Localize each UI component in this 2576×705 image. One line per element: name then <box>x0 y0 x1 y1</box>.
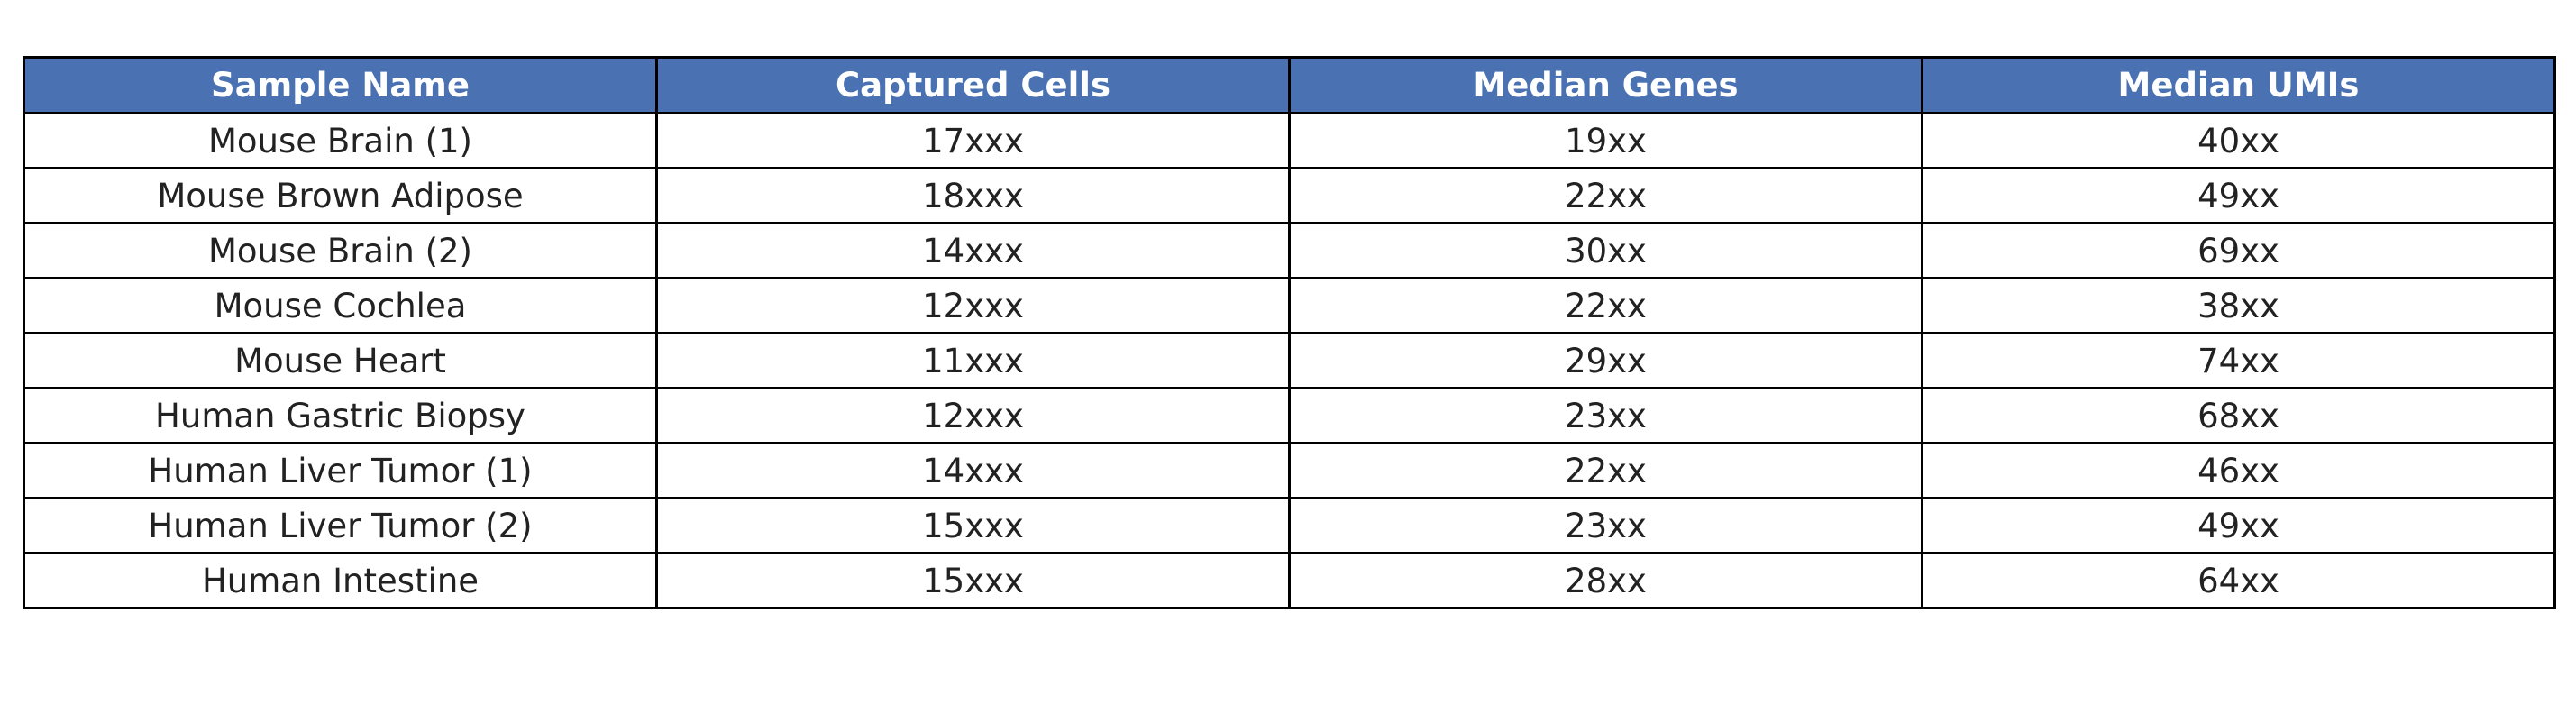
table-cell: Mouse Heart <box>23 332 658 389</box>
table-cell: 23xx <box>1288 387 1923 444</box>
table-row: Human Liver Tumor (1) 14xxx 22xx 46xx <box>23 442 2556 499</box>
table-cell: Mouse Brain (2) <box>23 222 658 279</box>
table-cell: Mouse Cochlea <box>23 277 658 334</box>
table-cell: Mouse Brown Adipose <box>23 167 658 224</box>
table-cell: 22xx <box>1288 167 1923 224</box>
table-row: Human Liver Tumor (2) 15xxx 23xx 49xx <box>23 497 2556 554</box>
table-cell: Human Gastric Biopsy <box>23 387 658 444</box>
header-cell: Sample Name <box>23 56 658 114</box>
table-cell: 69xx <box>1921 222 2556 279</box>
table-cell: 40xx <box>1921 112 2556 169</box>
table-cell: 68xx <box>1921 387 2556 444</box>
data-table: Sample Name Captured Cells Median Genes Med… <box>23 56 2556 609</box>
table-cell: 28xx <box>1288 552 1923 609</box>
table-cell: 14xxx <box>655 222 1291 279</box>
header-cell: Median Genes <box>1288 56 1923 114</box>
table-cell: Human Liver Tumor (1) <box>23 442 658 499</box>
table-cell: 29xx <box>1288 332 1923 389</box>
table-cell: 18xxx <box>655 167 1291 224</box>
table-cell: 22xx <box>1288 277 1923 334</box>
table-cell: 12xxx <box>655 277 1291 334</box>
header-cell: Captured Cells <box>655 56 1291 114</box>
table-row: Mouse Brain (1) 17xxx 19xx 40xx <box>23 112 2556 169</box>
table-cell: Mouse Brain (1) <box>23 112 658 169</box>
table-cell: 17xxx <box>655 112 1291 169</box>
table-cell: 11xxx <box>655 332 1291 389</box>
table-cell: 30xx <box>1288 222 1923 279</box>
table-cell: 14xxx <box>655 442 1291 499</box>
table-body: Mouse Brain (1) 17xxx 19xx 40xx Mouse Brown … <box>23 112 2556 609</box>
table-cell: 49xx <box>1921 497 2556 554</box>
table-cell: 19xx <box>1288 112 1923 169</box>
table-row: Mouse Cochlea 12xxx 22xx 38xx <box>23 277 2556 334</box>
table-cell: 64xx <box>1921 552 2556 609</box>
table-cell: 49xx <box>1921 167 2556 224</box>
table-row: Mouse Heart 11xxx 29xx 74xx <box>23 332 2556 389</box>
header-cell: Median UMIs <box>1921 56 2556 114</box>
table-cell: 74xx <box>1921 332 2556 389</box>
table-cell: 12xxx <box>655 387 1291 444</box>
table-cell: 38xx <box>1921 277 2556 334</box>
table-cell: 22xx <box>1288 442 1923 499</box>
header-row: Sample Name Captured Cells Median Genes Med… <box>23 56 2556 114</box>
table-cell: 15xxx <box>655 552 1291 609</box>
table-row: Human Gastric Biopsy 12xxx 23xx 68xx <box>23 387 2556 444</box>
table-cell: 46xx <box>1921 442 2556 499</box>
table-row: Human Intestine 15xxx 28xx 64xx <box>23 552 2556 609</box>
table-head: Sample Name Captured Cells Median Genes Med… <box>23 56 2556 114</box>
table-cell: Human Intestine <box>23 552 658 609</box>
table-cell: 23xx <box>1288 497 1923 554</box>
table-cell: Human Liver Tumor (2) <box>23 497 658 554</box>
table-cell: 15xxx <box>655 497 1291 554</box>
table-row: Mouse Brown Adipose 18xxx 22xx 49xx <box>23 167 2556 224</box>
table-row: Mouse Brain (2) 14xxx 30xx 69xx <box>23 222 2556 279</box>
